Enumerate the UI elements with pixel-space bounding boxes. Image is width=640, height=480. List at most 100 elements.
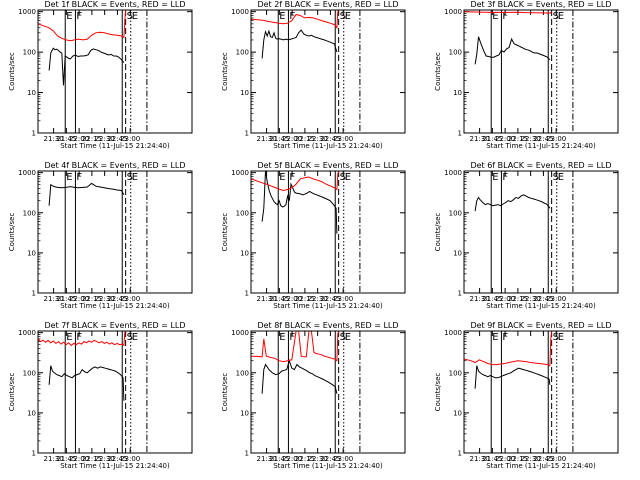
y-tick-label: 1 <box>458 130 462 138</box>
event-marker-label: E <box>132 172 138 183</box>
x-axis-label: Start Time (11-Jul-15 21:24:40) <box>273 462 383 470</box>
y-tick-label: 100 <box>236 209 249 217</box>
x-tick-label: 21:45 <box>269 295 289 303</box>
events-series-line <box>261 359 338 394</box>
x-tick-label: 22:30 <box>308 135 328 143</box>
x-tick-label: 22:15 <box>295 135 315 143</box>
x-tick-label: 21:30 <box>44 295 64 303</box>
x-tick-label: 22:15 <box>295 455 315 463</box>
y-axis-label: Counts/sec <box>221 213 229 252</box>
y-tick-label: 10 <box>27 89 36 97</box>
event-marker-label: E <box>66 332 72 343</box>
y-tick-label: 100 <box>23 369 36 377</box>
x-tick-label: 23:00 <box>333 135 353 143</box>
x-tick-label: 22:00 <box>69 135 89 143</box>
x-tick-label: 21:45 <box>56 455 76 463</box>
x-tick-label: 22:00 <box>69 455 89 463</box>
x-tick-label: 22:00 <box>495 135 515 143</box>
lld-series-line <box>38 331 127 347</box>
plot-frame <box>463 9 619 134</box>
event-marker-label: F <box>289 172 295 183</box>
y-tick-label: 1000 <box>231 169 249 177</box>
event-marker-label: E <box>66 11 72 22</box>
y-tick-label: 1000 <box>444 8 462 16</box>
x-tick-label: 21:45 <box>56 295 76 303</box>
event-marker-label: S <box>127 332 133 343</box>
x-tick-label: 22:00 <box>282 295 302 303</box>
x-tick-label: 22:30 <box>521 295 541 303</box>
x-tick-label: 22:00 <box>282 135 302 143</box>
event-marker-label: E <box>279 172 285 183</box>
detector-plot: Det 6f BLACK = Events, RED = LLD 1 10 100 10… <box>434 161 619 310</box>
plot-frame <box>250 330 406 454</box>
event-marker-label: F <box>502 172 508 183</box>
x-tick-label: 22:45 <box>107 295 127 303</box>
x-tick-label: 23:00 <box>546 135 566 143</box>
y-axis-label: Counts/sec <box>434 213 442 252</box>
x-tick-label: 22:45 <box>533 295 553 303</box>
x-axis-label: Start Time (11-Jul-15 21:24:40) <box>486 462 596 470</box>
event-marker-label: S <box>340 11 346 22</box>
event-marker-label: E <box>132 332 138 343</box>
lld-series-line <box>251 10 340 30</box>
event-marker-label: F <box>289 11 295 22</box>
plot-title: Det 4f BLACK = Events, RED = LLD <box>44 161 185 170</box>
events-series-line <box>474 36 551 65</box>
plot-frame <box>250 9 406 134</box>
y-axis-label: Counts/sec <box>8 52 16 91</box>
event-marker-label: S <box>553 332 559 343</box>
y-tick-label: 10 <box>27 249 36 257</box>
plot-frame <box>37 170 193 294</box>
y-axis-label: Counts/sec <box>221 373 229 412</box>
plot-frame <box>37 330 193 454</box>
y-tick-label: 10 <box>27 409 36 417</box>
y-tick-label: 100 <box>23 209 36 217</box>
y-axis-label: Counts/sec <box>8 373 16 412</box>
y-tick-label: 100 <box>23 49 36 57</box>
x-tick-label: 22:15 <box>508 135 528 143</box>
x-tick-label: 22:15 <box>82 295 102 303</box>
y-tick-label: 10 <box>453 409 462 417</box>
x-tick-label: 22:45 <box>320 135 340 143</box>
x-tick-label: 23:00 <box>546 295 566 303</box>
x-tick-label: 22:30 <box>95 295 115 303</box>
event-marker-label: S <box>127 172 133 183</box>
x-tick-label: 23:00 <box>546 455 566 463</box>
x-tick-label: 21:45 <box>56 135 76 143</box>
event-marker-label: F <box>502 11 508 22</box>
event-marker-label: E <box>558 172 564 183</box>
x-tick-label: 22:30 <box>521 135 541 143</box>
detector-plot: Det 9f BLACK = Events, RED = LLD 1 10 100 10… <box>434 321 619 470</box>
x-tick-label: 22:30 <box>95 455 115 463</box>
x-tick-label: 21:30 <box>257 455 277 463</box>
y-tick-label: 1 <box>32 450 36 458</box>
y-tick-label: 1000 <box>444 169 462 177</box>
x-tick-label: 22:30 <box>308 455 328 463</box>
y-tick-label: 10 <box>240 89 249 97</box>
plot-title: Det 9f BLACK = Events, RED = LLD <box>470 321 611 330</box>
x-tick-label: 21:45 <box>482 455 502 463</box>
event-marker-label: S <box>340 332 346 343</box>
x-tick-label: 21:45 <box>269 455 289 463</box>
plot-title: Det 6f BLACK = Events, RED = LLD <box>470 161 611 170</box>
plot-frame <box>463 330 619 454</box>
x-axis-label: Start Time (11-Jul-15 21:24:40) <box>486 302 596 310</box>
events-series-line <box>48 182 125 206</box>
y-tick-label: 100 <box>236 369 249 377</box>
lld-series-line <box>464 331 553 367</box>
x-tick-label: 21:30 <box>257 135 277 143</box>
y-axis-label: Counts/sec <box>434 52 442 91</box>
plot-title: Det 5f BLACK = Events, RED = LLD <box>257 161 398 170</box>
event-marker-label: E <box>345 172 351 183</box>
x-tick-label: 21:30 <box>470 455 490 463</box>
lld-series-line <box>38 10 127 42</box>
event-marker-label: E <box>492 11 498 22</box>
x-tick-label: 22:30 <box>308 295 328 303</box>
event-marker-label: E <box>132 11 138 22</box>
y-tick-label: 10 <box>240 409 249 417</box>
plot-title: Det 2f BLACK = Events, RED = LLD <box>257 0 398 9</box>
event-marker-label: S <box>553 11 559 22</box>
y-tick-label: 1 <box>458 290 462 298</box>
y-tick-label: 100 <box>449 49 462 57</box>
x-axis-label: Start Time (11-Jul-15 21:24:40) <box>60 302 170 310</box>
